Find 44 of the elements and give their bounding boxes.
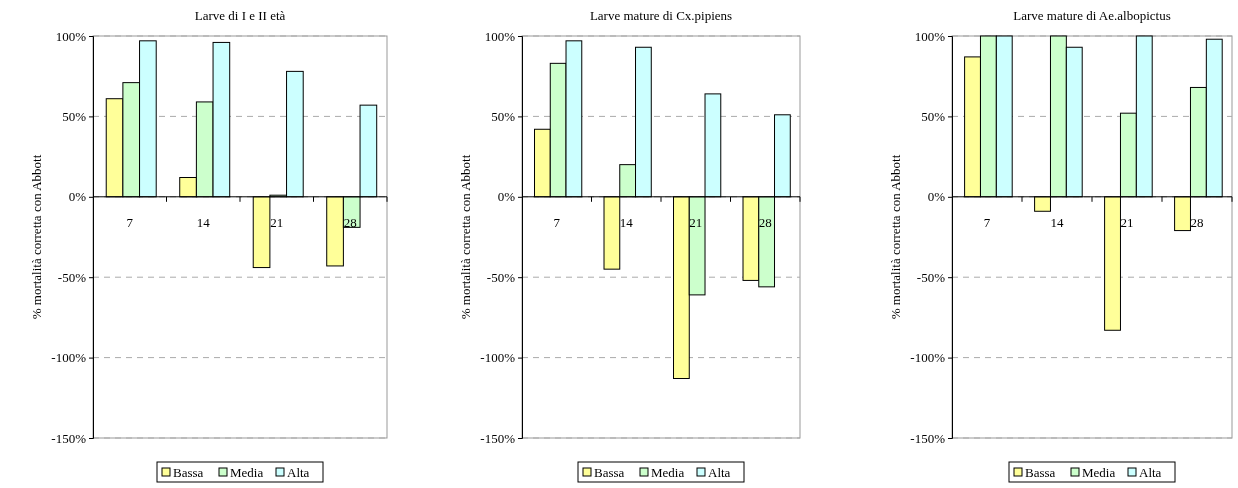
x-tick-label: 21 bbox=[1120, 214, 1134, 230]
y-axis-title: % mortalità corretta con Abbott bbox=[29, 154, 44, 320]
legend-label: Bassa bbox=[173, 465, 204, 480]
y-tick-label: -150% bbox=[910, 430, 946, 446]
y-tick-label: 0% bbox=[927, 189, 946, 205]
x-tick-label: 7 bbox=[983, 214, 991, 230]
legend-label: Media bbox=[651, 465, 685, 480]
y-tick-label: -100% bbox=[480, 350, 516, 366]
legend-label: Media bbox=[1082, 465, 1116, 480]
y-tick-label: 0% bbox=[68, 189, 87, 205]
y-tick-label: -50% bbox=[916, 269, 946, 285]
chart-title: Larve mature di Ae.albopictus bbox=[1013, 8, 1171, 23]
y-tick-label: -100% bbox=[51, 350, 87, 366]
y-tick-label: -150% bbox=[51, 430, 87, 446]
x-tick-label: 7 bbox=[553, 214, 561, 230]
y-tick-label: 100% bbox=[484, 28, 516, 44]
y-tick-label: 0% bbox=[497, 189, 516, 205]
x-tick-label: 14 bbox=[1050, 214, 1064, 230]
legend-label: Alta bbox=[287, 465, 310, 480]
y-tick-label: -150% bbox=[480, 430, 516, 446]
y-tick-label: 50% bbox=[921, 109, 946, 125]
y-tick-label: 100% bbox=[55, 28, 87, 44]
y-axis-title: % mortalità corretta con Abbott bbox=[888, 154, 903, 320]
legend-label: Bassa bbox=[594, 465, 625, 480]
legend-label: Alta bbox=[708, 465, 731, 480]
y-tick-label: -50% bbox=[486, 269, 516, 285]
y-tick-label: 100% bbox=[914, 28, 946, 44]
x-tick-label: 28 bbox=[758, 214, 772, 230]
legend-label: Alta bbox=[1139, 465, 1162, 480]
x-tick-label: 14 bbox=[196, 214, 211, 230]
y-tick-label: -100% bbox=[910, 350, 946, 366]
legend-label: Bassa bbox=[1025, 465, 1056, 480]
y-tick-label: -50% bbox=[57, 269, 87, 285]
x-tick-label: 14 bbox=[619, 214, 634, 230]
x-tick-label: 28 bbox=[1190, 214, 1204, 230]
y-axis-title: % mortalità corretta con Abbott bbox=[458, 154, 473, 320]
x-tick-label: 7 bbox=[126, 214, 134, 230]
x-tick-label: 28 bbox=[343, 214, 357, 230]
y-tick-label: 50% bbox=[62, 109, 87, 125]
chart-title: Larve di I e II età bbox=[194, 8, 286, 23]
chart-title: Larve mature di Cx.pipiens bbox=[589, 8, 733, 23]
legend-label: Media bbox=[230, 465, 264, 480]
x-tick-label: 21 bbox=[270, 214, 284, 230]
y-tick-label: 50% bbox=[491, 109, 516, 125]
